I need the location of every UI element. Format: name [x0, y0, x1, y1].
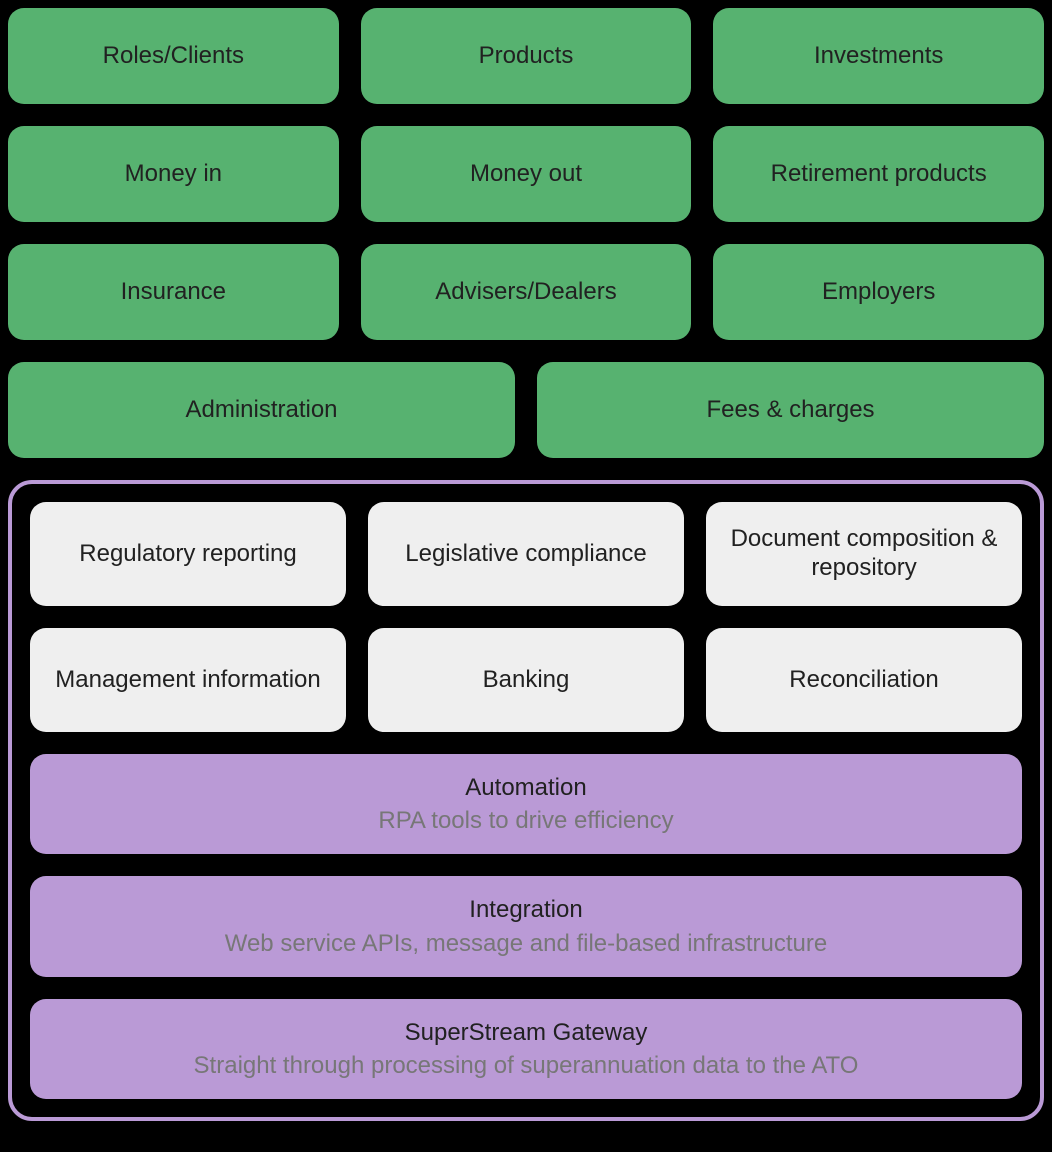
box-retirement-products: Retirement products	[713, 126, 1044, 222]
box-title: Integration	[42, 894, 1010, 925]
grey-row-2: Management information Banking Reconcili…	[30, 628, 1022, 732]
box-label: Document composition & repository	[718, 525, 1010, 583]
box-administration: Administration	[8, 362, 515, 458]
box-banking: Banking	[368, 628, 684, 732]
box-reconciliation: Reconciliation	[706, 628, 1022, 732]
diagram-container: Roles/Clients Products Investments Money…	[0, 0, 1052, 1121]
box-label: Investments	[814, 42, 943, 71]
box-label: Employers	[822, 278, 935, 307]
box-label: Money out	[470, 160, 582, 189]
box-investments: Investments	[713, 8, 1044, 104]
top-row-2: Money in Money out Retirement products	[8, 126, 1044, 222]
box-label: Reconciliation	[789, 666, 938, 695]
box-title: SuperStream Gateway	[42, 1017, 1010, 1048]
box-money-out: Money out	[361, 126, 692, 222]
box-label: Retirement products	[771, 160, 987, 189]
box-employers: Employers	[713, 244, 1044, 340]
box-integration: Integration Web service APIs, message an…	[30, 876, 1022, 976]
box-label: Regulatory reporting	[79, 540, 296, 569]
top-row-3: Insurance Advisers/Dealers Employers	[8, 244, 1044, 340]
box-label: Products	[479, 42, 574, 71]
bottom-panel: Regulatory reporting Legislative complia…	[8, 480, 1044, 1121]
box-products: Products	[361, 8, 692, 104]
grey-row-1: Regulatory reporting Legislative complia…	[30, 502, 1022, 606]
box-label: Insurance	[121, 278, 226, 307]
box-regulatory-reporting: Regulatory reporting	[30, 502, 346, 606]
box-management-information: Management information	[30, 628, 346, 732]
box-advisers-dealers: Advisers/Dealers	[361, 244, 692, 340]
box-fees-charges: Fees & charges	[537, 362, 1044, 458]
box-subtitle: Web service APIs, message and file-based…	[42, 928, 1010, 959]
top-row-4: Administration Fees & charges	[8, 362, 1044, 458]
box-automation: Automation RPA tools to drive efficiency	[30, 754, 1022, 854]
top-row-1: Roles/Clients Products Investments	[8, 8, 1044, 104]
box-label: Management information	[55, 666, 320, 695]
box-label: Fees & charges	[706, 396, 874, 425]
box-subtitle: Straight through processing of superannu…	[42, 1050, 1010, 1081]
box-roles-clients: Roles/Clients	[8, 8, 339, 104]
box-label: Legislative compliance	[405, 540, 646, 569]
box-document-composition: Document composition & repository	[706, 502, 1022, 606]
box-title: Automation	[42, 772, 1010, 803]
box-label: Advisers/Dealers	[435, 278, 616, 307]
box-superstream-gateway: SuperStream Gateway Straight through pro…	[30, 999, 1022, 1099]
box-insurance: Insurance	[8, 244, 339, 340]
box-label: Roles/Clients	[103, 42, 244, 71]
box-money-in: Money in	[8, 126, 339, 222]
box-legislative-compliance: Legislative compliance	[368, 502, 684, 606]
box-subtitle: RPA tools to drive efficiency	[42, 805, 1010, 836]
box-label: Banking	[483, 666, 570, 695]
box-label: Money in	[125, 160, 222, 189]
box-label: Administration	[185, 396, 337, 425]
